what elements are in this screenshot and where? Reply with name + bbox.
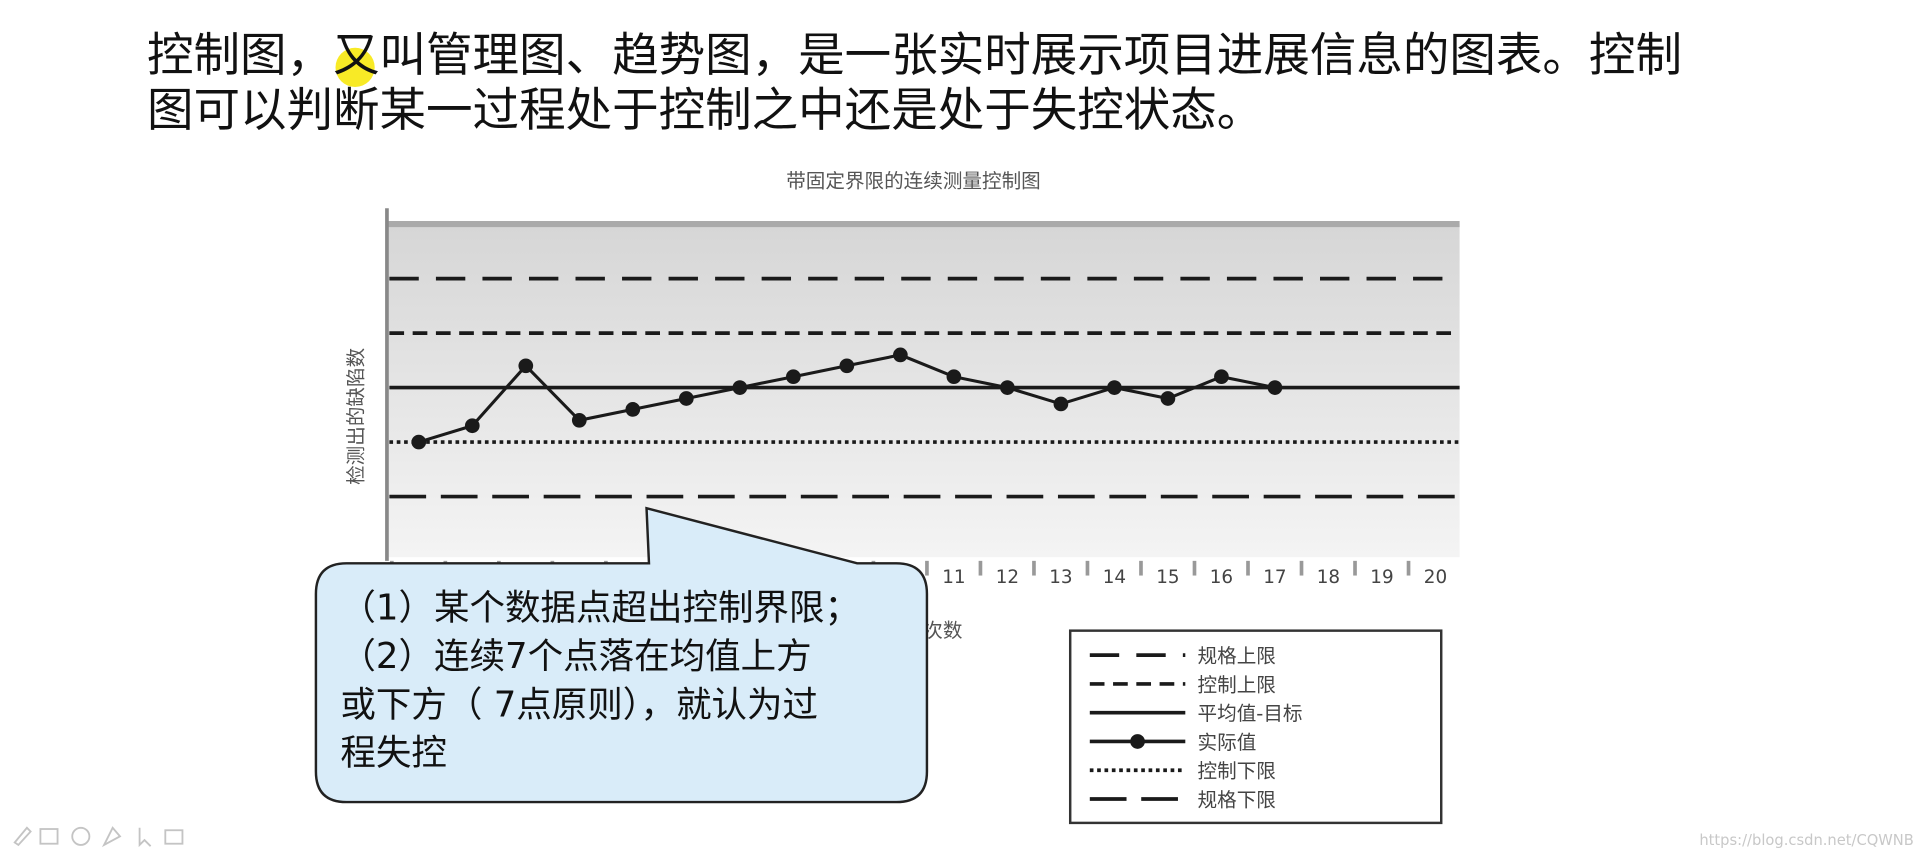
heading-line: 控制图，又叫管理图、趋势图，是一张实时展示项目进展信息的图表。控制 <box>147 28 1682 82</box>
x-tick-label: 18 <box>1317 567 1340 588</box>
data-point <box>518 358 534 374</box>
legend-label: 平均值-目标 <box>1198 702 1303 725</box>
data-point <box>786 369 801 385</box>
x-tick-label: 19 <box>1370 567 1393 588</box>
heading: 控制图，又叫管理图、趋势图，是一张实时展示项目进展信息的图表。控制图可以判断某一… <box>147 28 1682 137</box>
legend-box <box>1068 629 1443 825</box>
callout-line: （1）某个数据点超出控制界限； <box>340 588 860 629</box>
x-tick-label: 14 <box>1103 567 1126 588</box>
watermark: https://blog.csdn.net/CQWNB <box>1699 832 1914 849</box>
plot-area <box>386 224 1460 558</box>
x-axis-label: 次数 <box>923 619 963 642</box>
x-tick-label: 11 <box>942 567 965 588</box>
x-tick-label: 12 <box>996 567 1019 588</box>
legend-label: 规格上限 <box>1198 644 1276 667</box>
legend-label: 控制下限 <box>1198 760 1276 783</box>
chart-title: 带固定界限的连续测量控制图 <box>786 169 1041 192</box>
x-tick-label: 20 <box>1424 567 1447 588</box>
data-point <box>893 347 908 363</box>
x-tick-label: 13 <box>1049 567 1072 588</box>
data-point <box>732 380 748 395</box>
legend-label: 控制上限 <box>1198 673 1276 696</box>
data-point <box>1053 396 1069 412</box>
legend-swatch-point <box>1130 734 1145 749</box>
legend-label: 规格下限 <box>1198 788 1276 811</box>
data-point <box>839 358 855 374</box>
callout-bubble <box>314 506 929 804</box>
heading-line: 图可以判断某一过程处于控制之中还是处于失控状态。 <box>147 83 1263 137</box>
x-tick-label: 15 <box>1156 567 1179 588</box>
data-point <box>625 402 641 417</box>
callout-line: （2）连续7个点落在均值上方 <box>340 636 811 677</box>
data-point <box>411 434 427 450</box>
x-tick-label: 17 <box>1263 567 1286 588</box>
x-tick-label: 16 <box>1210 567 1233 588</box>
data-point <box>1000 380 1015 395</box>
y-axis-label: 检测出的缺陷数 <box>344 347 367 484</box>
data-point <box>464 418 480 434</box>
data-point <box>1160 391 1176 406</box>
cursor-highlight <box>335 47 375 87</box>
data-point <box>571 412 587 428</box>
toolbar-icons <box>13 826 184 848</box>
data-point <box>678 391 694 406</box>
data-point <box>1267 380 1283 395</box>
callout-line: 程失控 <box>340 733 447 774</box>
data-point <box>1107 380 1122 395</box>
data-point <box>1214 369 1229 385</box>
data-point <box>946 369 962 385</box>
legend-label: 实际值 <box>1198 731 1257 754</box>
callout-line: 或下方（ 7点原则），就认为过 <box>340 684 818 725</box>
